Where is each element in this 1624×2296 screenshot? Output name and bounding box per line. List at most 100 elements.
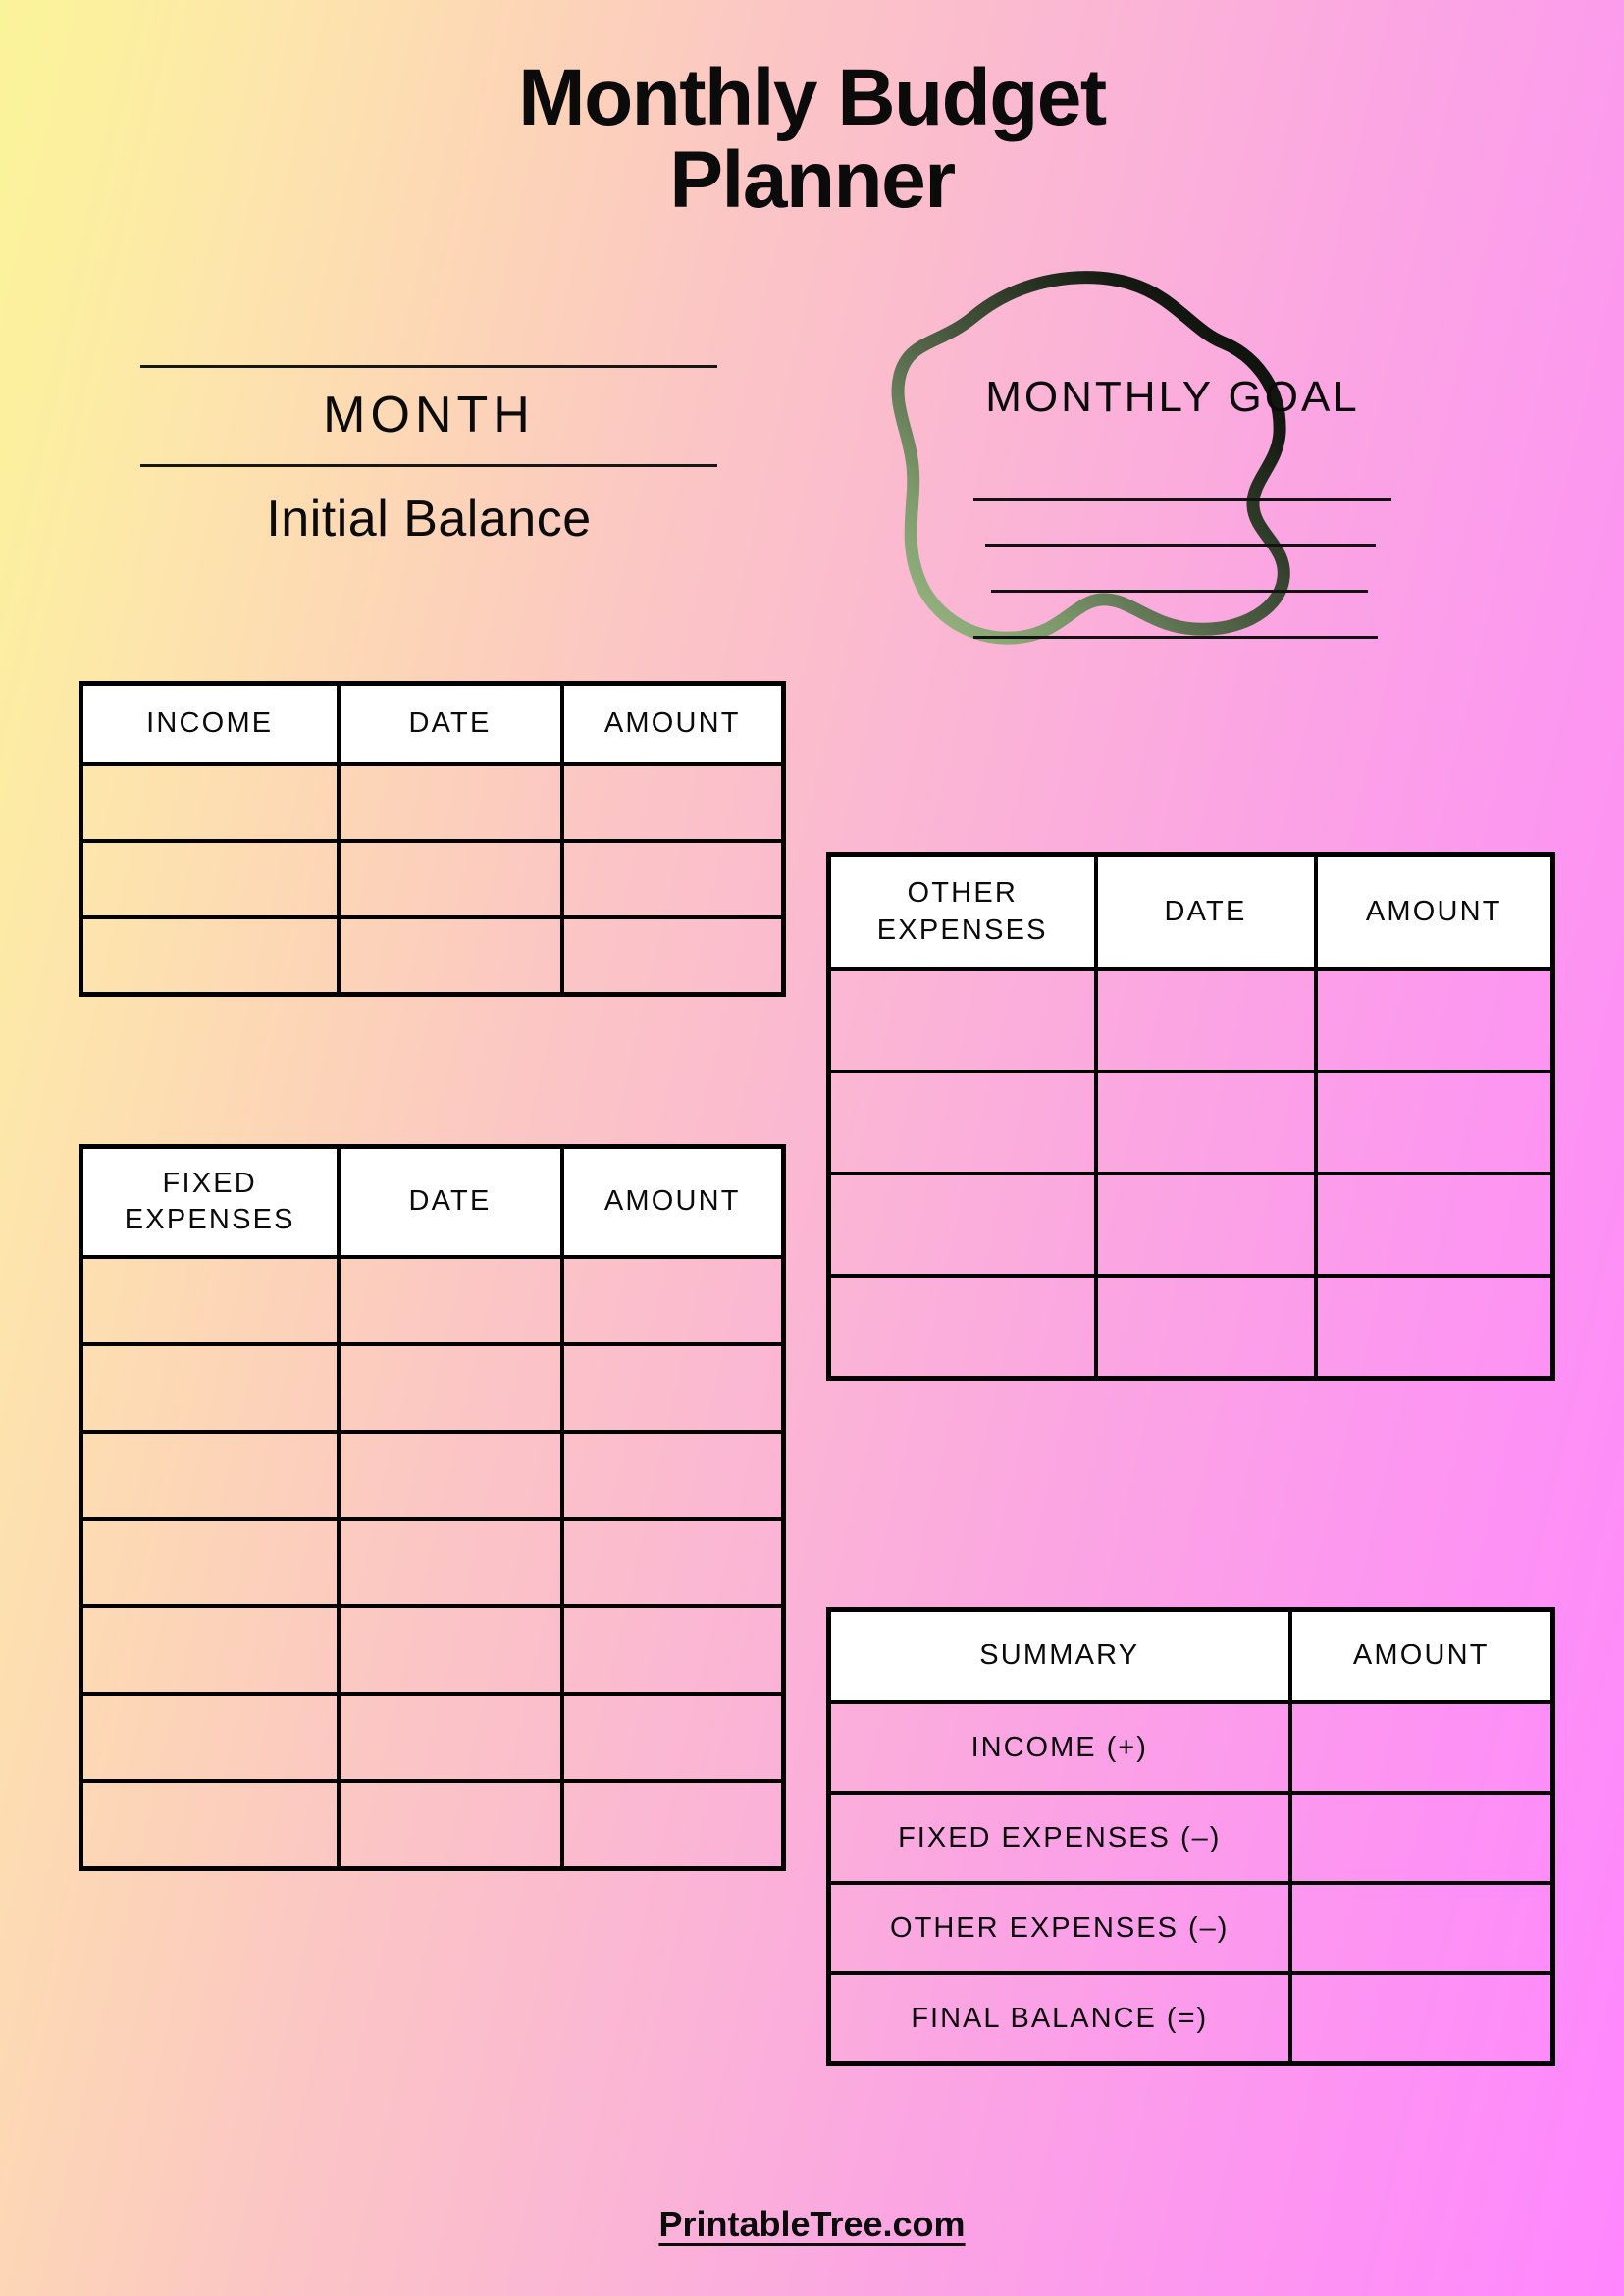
fixed-cell-name[interactable] (79, 1517, 341, 1608)
month-bottom-rule (140, 464, 717, 467)
page-title: Monthly Budget Planner (0, 57, 1624, 221)
fixed-cell-date[interactable] (336, 1342, 564, 1434)
other-cell-name[interactable] (826, 1070, 1098, 1175)
summary-label-fixed-expenses: FIXED EXPENSES (–) (826, 1791, 1292, 1885)
goal-line-2[interactable] (985, 544, 1376, 547)
fixed-cell-date[interactable] (336, 1517, 564, 1608)
income-cell-amount[interactable] (559, 915, 786, 997)
other-header-line-1: OTHER (907, 877, 1018, 910)
other-cell-date[interactable] (1093, 967, 1318, 1073)
fixed-header-amount: AMOUNT (559, 1144, 786, 1259)
income-cell-date[interactable] (336, 839, 564, 919)
income-table: INCOME DATE AMOUNT (79, 681, 786, 997)
income-header-income: INCOME (79, 681, 341, 766)
summary-label-other-expenses: OTHER EXPENSES (–) (826, 1881, 1292, 1975)
fixed-header-date: DATE (336, 1144, 564, 1259)
other-cell-name[interactable] (826, 1172, 1098, 1278)
income-cell-amount[interactable] (559, 839, 786, 919)
other-cell-amount[interactable] (1313, 1172, 1555, 1278)
other-header-category: OTHER EXPENSES (826, 852, 1098, 971)
other-cell-amount[interactable] (1313, 967, 1555, 1073)
summary-header-amount: AMOUNT (1287, 1607, 1555, 1704)
monthly-goal-write-lines[interactable] (973, 498, 1391, 639)
income-cell-date[interactable] (336, 915, 564, 997)
table-row: FIXED EXPENSES (–) (826, 1791, 1555, 1885)
fixed-cell-amount[interactable] (559, 1430, 786, 1521)
summary-label-income: INCOME (+) (826, 1700, 1292, 1795)
fixed-cell-amount[interactable] (559, 1604, 786, 1696)
table-row (79, 1517, 786, 1608)
other-cell-date[interactable] (1093, 1274, 1318, 1381)
table-row (826, 1274, 1555, 1381)
other-expenses-table: OTHER EXPENSES DATE AMOUNT (826, 852, 1555, 1381)
table-row: INCOME (+) (826, 1700, 1555, 1795)
fixed-cell-name[interactable] (79, 1779, 341, 1871)
table-row (79, 1692, 786, 1783)
income-header-date: DATE (336, 681, 564, 766)
income-cell-amount[interactable] (559, 762, 786, 843)
fixed-cell-date[interactable] (336, 1692, 564, 1783)
table-row (79, 1430, 786, 1521)
month-label: MONTH (323, 387, 535, 444)
monthly-goal-blob-icon (891, 271, 1290, 645)
table-row (79, 915, 786, 997)
income-cell-name[interactable] (79, 762, 341, 843)
summary-amount-other-expenses[interactable] (1287, 1881, 1555, 1975)
summary-amount-income[interactable] (1287, 1700, 1555, 1795)
income-cell-date[interactable] (336, 762, 564, 843)
table-row (79, 1779, 786, 1871)
fixed-cell-amount[interactable] (559, 1342, 786, 1434)
fixed-cell-name[interactable] (79, 1692, 341, 1783)
summary-table: SUMMARY AMOUNT INCOME (+) FIXED EXPENSES… (826, 1607, 1555, 2066)
summary-amount-fixed-expenses[interactable] (1287, 1791, 1555, 1885)
summary-amount-final-balance[interactable] (1287, 1971, 1555, 2066)
other-header-amount: AMOUNT (1313, 852, 1555, 971)
income-cell-name[interactable] (79, 839, 341, 919)
other-cell-date[interactable] (1093, 1172, 1318, 1278)
fixed-cell-date[interactable] (336, 1255, 564, 1346)
fixed-cell-amount[interactable] (559, 1517, 786, 1608)
fixed-cell-name[interactable] (79, 1255, 341, 1346)
monthly-goal-heading: MONTHLY GOAL (985, 373, 1360, 421)
goal-line-3[interactable] (991, 590, 1368, 593)
summary-header-summary: SUMMARY (826, 1607, 1292, 1704)
other-cell-date[interactable] (1093, 1070, 1318, 1175)
other-expenses-header-row: OTHER EXPENSES DATE AMOUNT (826, 852, 1555, 971)
page-title-line-2: Planner (669, 134, 956, 225)
fixed-expenses-header-row: FIXED EXPENSES DATE AMOUNT (79, 1144, 786, 1259)
table-row (79, 839, 786, 919)
fixed-header-line-1: FIXED (162, 1167, 257, 1199)
other-header-line-2: EXPENSES (876, 913, 1048, 946)
fixed-cell-date[interactable] (336, 1604, 564, 1696)
other-cell-amount[interactable] (1313, 1274, 1555, 1381)
income-cell-name[interactable] (79, 915, 341, 997)
goal-line-1[interactable] (973, 498, 1391, 501)
income-table-header-row: INCOME DATE AMOUNT (79, 681, 786, 766)
fixed-cell-name[interactable] (79, 1342, 341, 1434)
fixed-header-line-2: EXPENSES (124, 1204, 295, 1235)
table-row (826, 1172, 1555, 1278)
table-row (826, 1070, 1555, 1175)
fixed-cell-date[interactable] (336, 1779, 564, 1871)
month-top-rule (140, 365, 717, 368)
goal-line-4[interactable] (973, 636, 1378, 639)
other-header-date: DATE (1093, 852, 1318, 971)
table-row (79, 1604, 786, 1696)
table-row: FINAL BALANCE (=) (826, 1971, 1555, 2066)
fixed-cell-name[interactable] (79, 1430, 341, 1521)
fixed-cell-amount[interactable] (559, 1255, 786, 1346)
fixed-cell-name[interactable] (79, 1604, 341, 1696)
initial-balance-label: Initial Balance (266, 491, 592, 548)
income-header-amount: AMOUNT (559, 681, 786, 766)
other-cell-name[interactable] (826, 1274, 1098, 1381)
fixed-cell-date[interactable] (336, 1430, 564, 1521)
fixed-cell-amount[interactable] (559, 1779, 786, 1871)
other-cell-amount[interactable] (1313, 1070, 1555, 1175)
footer-website-link[interactable]: PrintableTree.com (658, 2204, 966, 2244)
fixed-cell-amount[interactable] (559, 1692, 786, 1783)
table-row (79, 1255, 786, 1346)
table-row (79, 762, 786, 843)
summary-label-final-balance: FINAL BALANCE (=) (826, 1971, 1292, 2066)
other-cell-name[interactable] (826, 967, 1098, 1073)
table-row (826, 967, 1555, 1073)
